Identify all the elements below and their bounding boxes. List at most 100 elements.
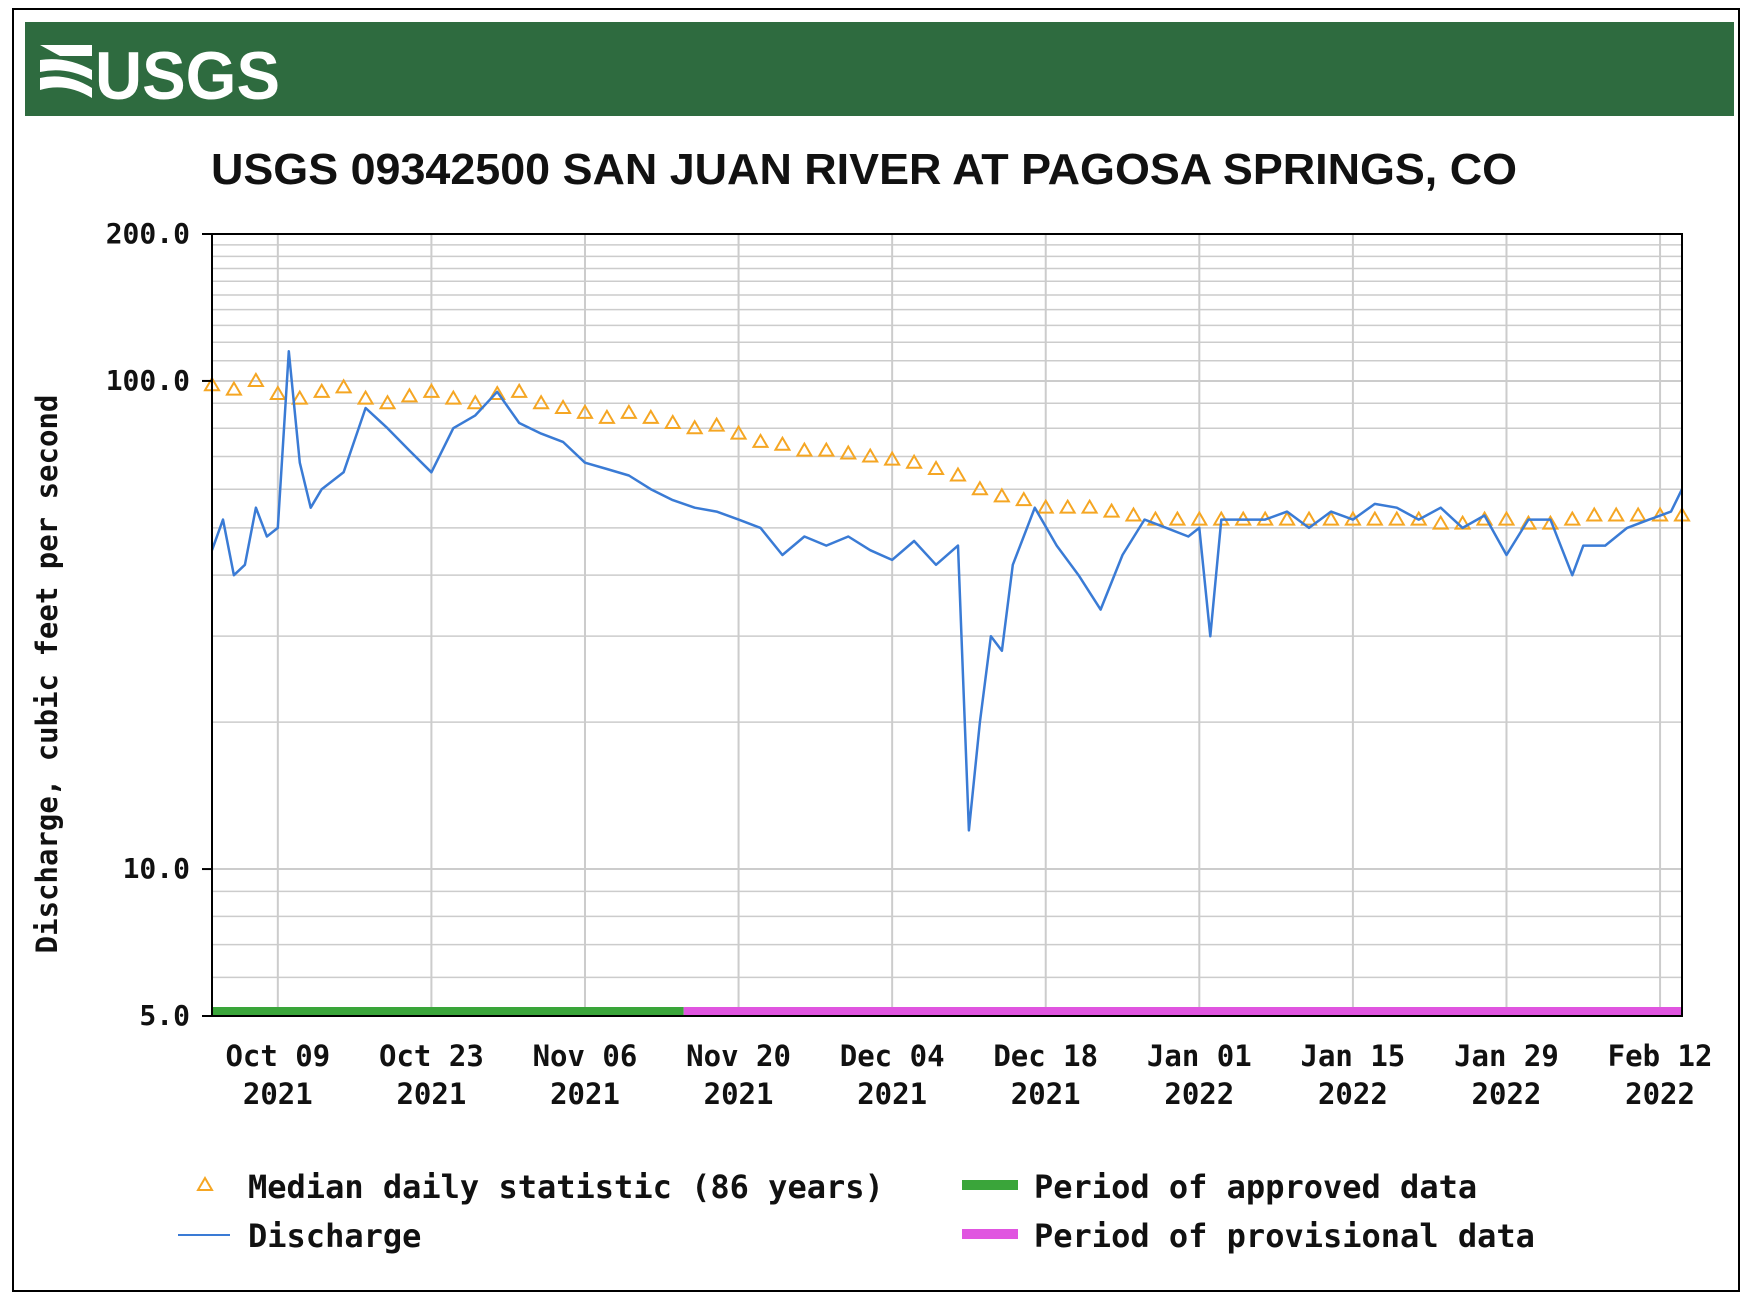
median-point [247, 371, 265, 387]
median-point [225, 380, 243, 396]
x-tick-label-year: 2022 [1164, 1077, 1234, 1111]
median-point [1080, 498, 1099, 514]
median-point [795, 441, 814, 457]
median-point [269, 385, 287, 401]
grid-lines [212, 234, 1682, 1016]
header-bar [25, 22, 1734, 116]
median-point [400, 387, 419, 403]
median-point [1278, 510, 1296, 526]
y-tick-label: 200.0 [106, 217, 190, 250]
legend-item-median: Median daily statistic (86 years) [196, 1168, 884, 1206]
plot-border [211, 233, 1683, 1017]
y-tick-label: 10.0 [123, 852, 190, 885]
median-point [1124, 506, 1143, 522]
median-point [1585, 506, 1603, 522]
chart-frame [12, 8, 1740, 1292]
x-tick-label-year: 2022 [1318, 1077, 1388, 1111]
median-point [378, 394, 397, 410]
median-point [1015, 491, 1033, 507]
legend-label-provisional: Period of provisional data [1034, 1217, 1535, 1255]
median-point [1431, 514, 1450, 530]
median-point [729, 424, 748, 440]
y-tick-label: 5.0 [139, 999, 190, 1032]
x-tick-label-month: Nov 20 [686, 1039, 791, 1073]
x-tick-label-month: Dec 04 [840, 1039, 945, 1073]
x-tick-label-month: Jan 15 [1301, 1039, 1406, 1073]
y-tick-labels: 200.0 100.0 10.0 5.0 [106, 217, 212, 1032]
median-point [993, 487, 1011, 503]
median-point [1607, 506, 1625, 522]
period-bar [683, 1007, 1682, 1015]
median-point [949, 466, 967, 482]
median-point [1168, 510, 1187, 526]
median-point [905, 453, 923, 469]
median-point [927, 460, 945, 476]
x-tick-label-year: 2021 [704, 1077, 774, 1111]
x-tick-label-year: 2021 [550, 1077, 620, 1111]
median-point [1563, 510, 1582, 526]
x-tick-label-month: Nov 06 [533, 1039, 638, 1073]
median-point [532, 394, 550, 410]
legend-provisional-swatch [962, 1229, 1018, 1239]
median-point [883, 450, 901, 466]
x-tick-label-year: 2022 [1625, 1077, 1695, 1111]
median-point [861, 447, 879, 463]
median-point [554, 399, 572, 415]
period-bar [212, 1007, 684, 1015]
median-point [510, 382, 528, 398]
legend-item-discharge: Discharge [178, 1217, 421, 1255]
median-point [642, 408, 660, 424]
legend-triangle-icon [196, 1176, 214, 1191]
median-point [971, 480, 989, 496]
median-point [707, 416, 726, 432]
y-tick-label: 100.0 [106, 364, 190, 397]
median-point [291, 389, 309, 405]
median-point [751, 432, 770, 448]
median-point [598, 408, 616, 424]
x-tick-label-month: Dec 18 [993, 1039, 1098, 1073]
usgs-logo-icon: USGS [40, 38, 280, 114]
chart-title: USGS 09342500 SAN JUAN RIVER AT PAGOSA S… [211, 145, 1517, 194]
median-point [1541, 514, 1560, 530]
x-tick-label-month: Oct 23 [379, 1039, 484, 1073]
median-point [1058, 498, 1077, 514]
legend-item-approved: Period of approved data [962, 1168, 1477, 1206]
x-tick-label-year: 2021 [243, 1077, 313, 1111]
median-point [1388, 510, 1406, 526]
legend-label-discharge: Discharge [248, 1217, 421, 1255]
x-tick-label-year: 2021 [396, 1077, 466, 1111]
median-point [576, 403, 594, 419]
median-point [312, 382, 331, 398]
median-point [664, 414, 682, 430]
median-series [203, 371, 1691, 530]
legend: Median daily statistic (86 years) Period… [178, 1168, 1535, 1255]
legend-approved-swatch [962, 1180, 1018, 1190]
median-point [444, 389, 463, 405]
median-point [488, 385, 506, 401]
data-period-bars [212, 1007, 1682, 1015]
median-point [839, 444, 858, 460]
median-point [1519, 514, 1538, 530]
x-tick-label-year: 2021 [857, 1077, 927, 1111]
median-point [1300, 510, 1318, 526]
median-point [773, 435, 792, 451]
legend-item-provisional: Period of provisional data [962, 1217, 1535, 1255]
discharge-line [210, 350, 1684, 832]
x-tick-label-month: Oct 09 [225, 1039, 330, 1073]
median-point [685, 419, 704, 435]
median-point [422, 382, 441, 398]
median-point [356, 389, 375, 405]
median-point [466, 394, 485, 410]
usgs-logo-text: USGS [95, 38, 280, 114]
x-tick-label-month: Feb 12 [1608, 1039, 1713, 1073]
median-point [1036, 498, 1055, 514]
x-tick-label-year: 2021 [1011, 1077, 1081, 1111]
y-axis-label: Discharge, cubic feet per second [30, 395, 64, 954]
median-point [334, 378, 353, 394]
median-point [1322, 510, 1340, 526]
median-point [1102, 502, 1121, 518]
x-tick-labels: Oct 09 2021 Oct 23 2021 Nov 06 2021 Nov 20 2021… [225, 1039, 1712, 1111]
discharge-series [210, 350, 1684, 832]
median-point [1497, 510, 1516, 526]
